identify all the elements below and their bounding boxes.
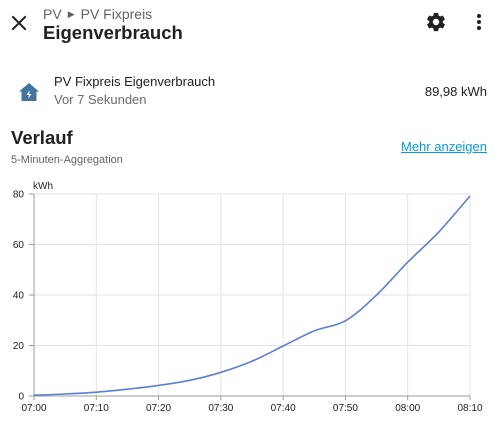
close-icon[interactable] — [8, 12, 30, 34]
home-lightning-icon — [19, 83, 39, 101]
entity-row[interactable]: PV Fixpreis Eigenverbrauch Vor 7 Sekunde… — [0, 70, 499, 114]
y-axis-unit-label: kWh — [33, 181, 53, 192]
breadcrumb-separator-icon: ▶ — [67, 8, 75, 19]
show-more-link[interactable]: Mehr anzeigen — [401, 139, 487, 154]
x-tick-label: 07:30 — [208, 403, 233, 414]
series-line — [33, 195, 471, 396]
breadcrumb-child: PV Fixpreis — [80, 6, 153, 22]
gear-icon[interactable] — [425, 11, 447, 33]
x-tick-label: 07:10 — [84, 403, 109, 414]
x-axis-ticks: 07:00 07:10 07:20 07:30 07:40 07:50 08:00 08:10 — [21, 396, 483, 414]
entity-last-changed: Vor 7 Sekunden — [54, 92, 147, 107]
entity-state: 89,98 kWh — [424, 84, 487, 99]
y-tick-label: 80 — [13, 190, 25, 201]
history-subtitle: 5-Minuten-Aggregation — [11, 154, 123, 166]
history-title: Verlauf — [11, 127, 73, 148]
more-vertical-icon[interactable] — [473, 11, 485, 33]
page-title: Eigenverbrauch — [43, 22, 183, 43]
y-tick-label: 40 — [13, 291, 25, 302]
x-tick-label: 07:20 — [146, 403, 171, 414]
app-header: PV ▶ PV Fixpreis Eigenverbrauch — [0, 0, 499, 50]
y-tick-label: 60 — [13, 240, 25, 251]
x-tick-label: 08:00 — [395, 403, 420, 414]
entity-name: PV Fixpreis Eigenverbrauch — [54, 74, 216, 89]
x-tick-label: 08:10 — [457, 403, 482, 414]
x-tick-label: 07:50 — [333, 403, 358, 414]
y-axis-ticks: 0 20 40 60 80 — [13, 190, 34, 403]
chart-series — [33, 195, 471, 396]
y-tick-label: 20 — [13, 341, 25, 352]
y-tick-label: 0 — [18, 392, 24, 403]
breadcrumb-parent: PV — [43, 6, 62, 22]
breadcrumb: PV ▶ PV Fixpreis — [43, 6, 152, 22]
x-tick-label: 07:40 — [271, 403, 296, 414]
chart-grid — [34, 193, 471, 396]
x-tick-label: 07:00 — [21, 403, 46, 414]
